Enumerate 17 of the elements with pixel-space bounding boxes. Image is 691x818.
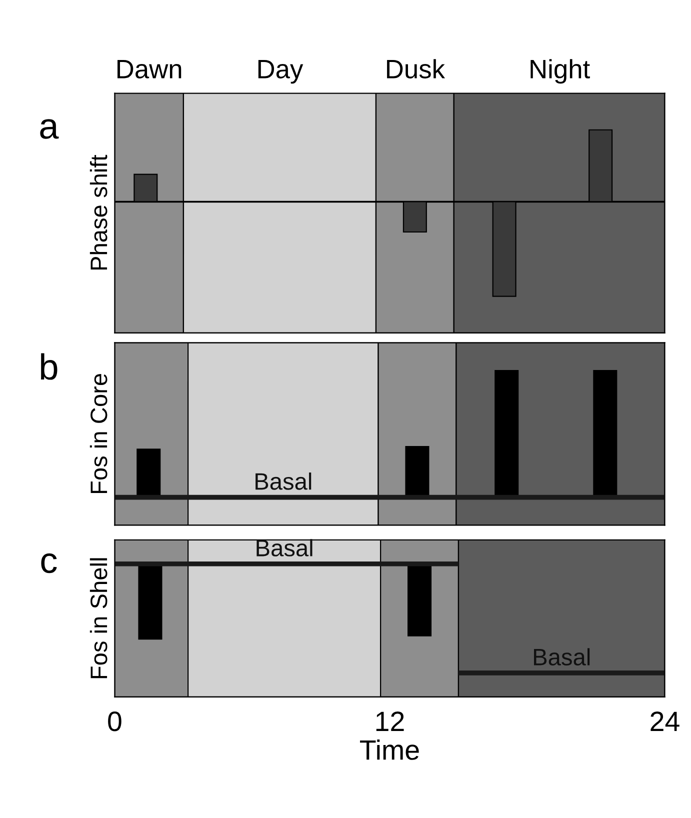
band-label: Night [530,59,590,84]
series-label: Basal [256,539,312,556]
chart-title: c [41,553,57,574]
series-label: Basal [534,648,590,666]
y-axis-title: Fos in Core [90,374,108,494]
chart-title: a [40,119,59,139]
y-axis-title: Fos in Shell [90,558,108,678]
band-label: Day [258,60,304,84]
x-axis-title: Time [360,739,419,760]
x-tick-label: 24 [650,712,680,731]
band-label: Dawn [118,60,182,78]
chart-title: b [40,353,58,380]
series-label: Basal [256,472,312,490]
x-tick-label: 12 [376,712,404,731]
y-axis-title: Phase shift [90,154,108,270]
x-tick-label: 0 [108,712,122,732]
band-label: Dusk [387,59,446,78]
